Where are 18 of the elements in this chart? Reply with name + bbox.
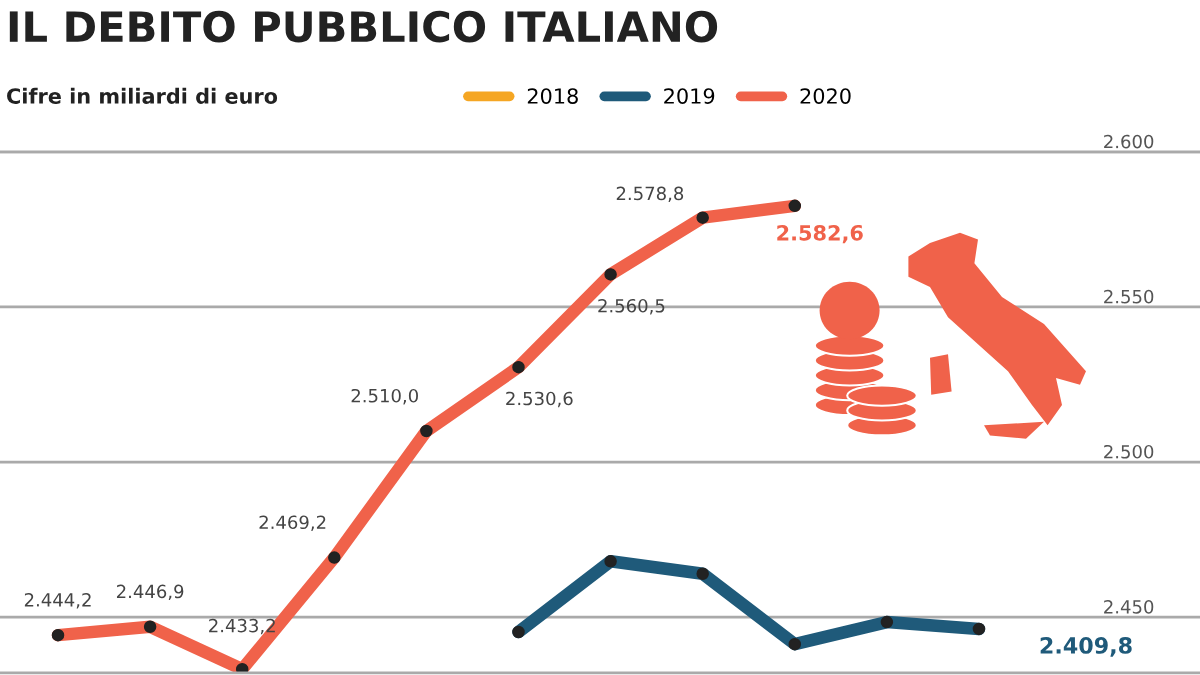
y-tick-label: 2.550 <box>1104 289 1154 304</box>
annotation: 2.409,8 <box>1040 637 1132 657</box>
legend-label: 2020 <box>800 88 851 104</box>
data-label: 2.446,9 <box>116 584 184 601</box>
y-tick-label: 2.600 <box>1104 134 1154 149</box>
data-label: 2.444,2 <box>24 592 91 609</box>
legend-label: 2019 <box>664 88 715 104</box>
chart-subtitle: Cifre in miliardi di euro <box>7 87 278 104</box>
data-label: 2.560,5 <box>598 298 665 315</box>
chart-title: IL DEBITO PUBBLICO ITALIANO <box>9 10 718 43</box>
data-label: 2.510,0 <box>351 388 418 405</box>
data-label: 2.469,2 <box>259 515 326 531</box>
data-label: 2.530,6 <box>506 391 573 408</box>
y-tick-label: 2.500 <box>1104 444 1154 459</box>
legend-label: 2018 <box>527 88 578 104</box>
data-label: 2.578,8 <box>616 186 684 203</box>
data-label: 2.582,6 <box>777 224 863 244</box>
y-tick-label: 2.450 <box>1104 599 1154 614</box>
